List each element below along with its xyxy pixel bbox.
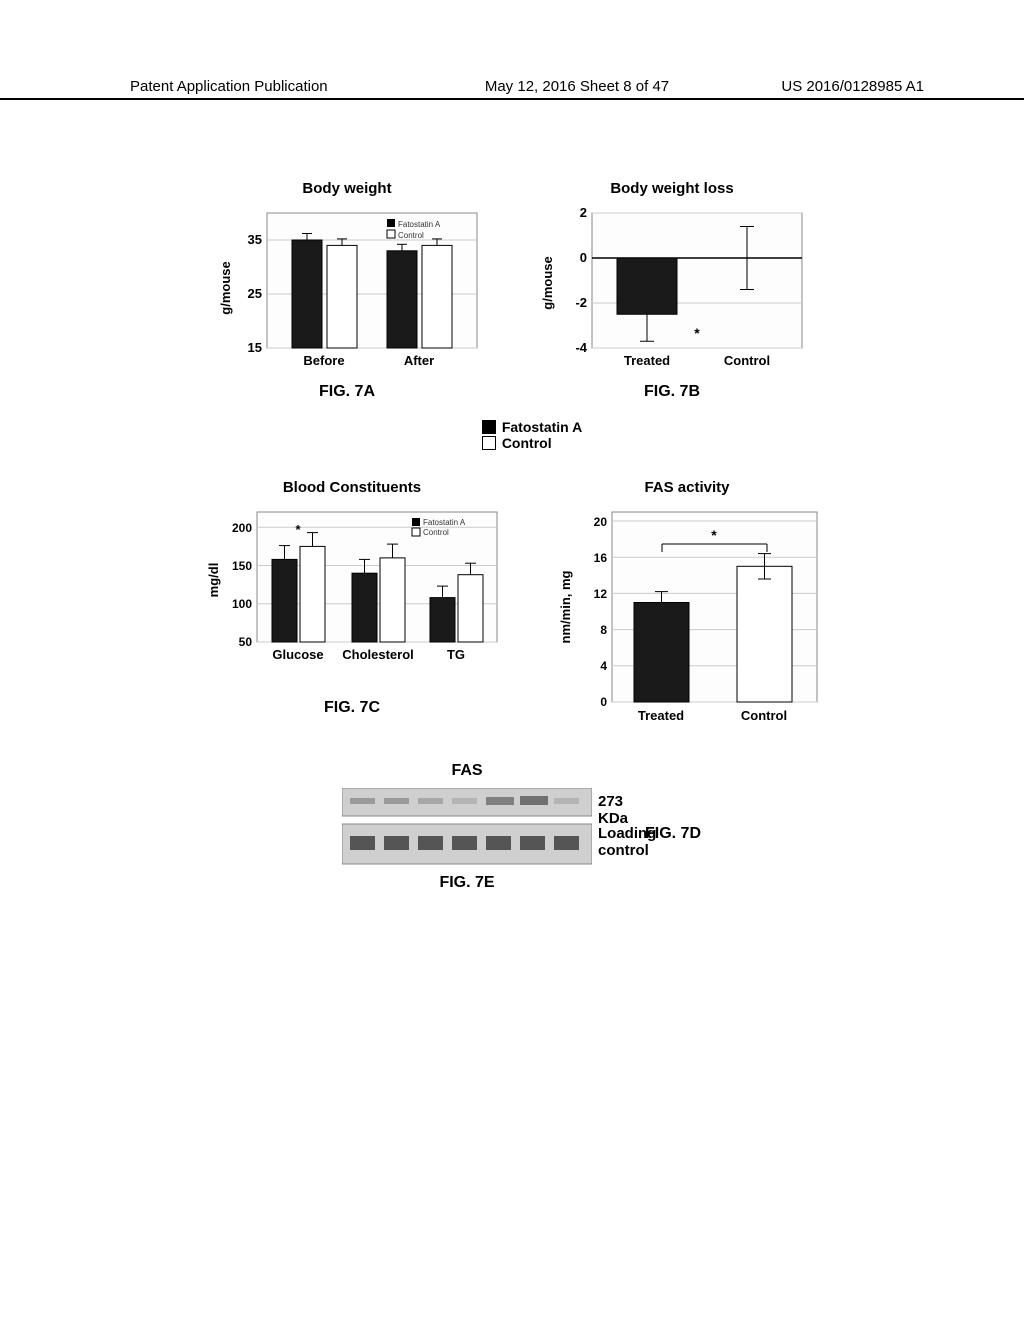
legend-treated-label: Fatostatin A (502, 419, 582, 435)
legend-control-label: Control (502, 435, 552, 451)
svg-text:-4: -4 (575, 340, 587, 355)
svg-text:*: * (694, 325, 700, 341)
fig7e-label-273kda: 273 KDa (598, 794, 628, 827)
fig7d-title: FAS activity (644, 479, 729, 496)
fig7b-svg: 2 0 -2 -4 g/mouse * (532, 203, 812, 373)
svg-text:Control: Control (724, 353, 770, 368)
fig7d-block: FAS activity 0 4 8 12 16 20 nm/mi (552, 479, 822, 732)
svg-text:15: 15 (248, 340, 262, 355)
svg-text:150: 150 (232, 559, 252, 573)
svg-text:Before: Before (303, 353, 344, 368)
fig7a-title: Body weight (302, 180, 391, 197)
svg-text:0: 0 (600, 695, 607, 709)
header-right: US 2016/0128985 A1 (781, 78, 924, 95)
svg-text:-2: -2 (575, 295, 587, 310)
row-7a-7b: Body weight 15 25 35 g/mouse Fatostatin … (0, 180, 1024, 401)
svg-text:After: After (404, 353, 434, 368)
fig7e-title: FAS (451, 762, 482, 780)
legend-square-open-icon (482, 436, 496, 450)
fig7a-block: Body weight 15 25 35 g/mouse Fatostatin … (212, 180, 482, 401)
svg-text:0: 0 (580, 250, 587, 265)
header-left: Patent Application Publication (130, 78, 328, 95)
fig7d-svg: 0 4 8 12 16 20 nm/min, mg * (552, 502, 822, 732)
svg-text:8: 8 (600, 623, 607, 637)
svg-text:Fatostatin A: Fatostatin A (398, 220, 441, 229)
svg-text:nm/min, mg: nm/min, mg (558, 570, 573, 643)
svg-text:mg/dl: mg/dl (206, 563, 221, 598)
svg-text:Control: Control (423, 528, 449, 537)
legend-control: Control (482, 435, 552, 451)
svg-text:16: 16 (594, 551, 608, 565)
fig7e-svg (342, 788, 592, 868)
fig7a-svg: 15 25 35 g/mouse Fatostatin A Control (212, 203, 482, 373)
svg-text:2: 2 (580, 205, 587, 220)
svg-text:100: 100 (232, 597, 252, 611)
shared-legend: Fatostatin A Control (442, 419, 582, 451)
svg-text:Fatostatin A: Fatostatin A (423, 518, 466, 527)
fig7c-block: Blood Constituents 50 100 150 200 mg/dl … (202, 479, 502, 717)
svg-text:Control: Control (398, 231, 424, 240)
svg-text:Glucose: Glucose (272, 647, 323, 662)
svg-text:Treated: Treated (638, 708, 684, 723)
svg-text:200: 200 (232, 521, 252, 535)
page-header: Patent Application Publication May 12, 2… (0, 78, 1024, 100)
svg-text:35: 35 (248, 232, 262, 247)
fig7c-caption: FIG. 7C (324, 699, 380, 717)
svg-text:12: 12 (594, 587, 608, 601)
page: Patent Application Publication May 12, 2… (0, 0, 1024, 1320)
gel-container: 273 KDa Loading control (342, 788, 592, 868)
svg-text:Treated: Treated (624, 353, 670, 368)
fig7b-caption: FIG. 7B (644, 383, 700, 401)
legend-square-filled-icon (482, 420, 496, 434)
fig7b-title: Body weight loss (610, 180, 733, 197)
svg-text:g/mouse: g/mouse (218, 261, 233, 314)
fig7e-label-loading: Loading control (598, 826, 688, 859)
fig7a-caption: FIG. 7A (319, 383, 375, 401)
svg-text:4: 4 (600, 659, 607, 673)
header-center: May 12, 2016 Sheet 8 of 47 (485, 78, 669, 95)
fig7c-svg: 50 100 150 200 mg/dl Fatostatin A Contro… (202, 502, 502, 677)
svg-text:Cholesterol: Cholesterol (342, 647, 414, 662)
fig7c-title: Blood Constituents (283, 479, 421, 496)
svg-text:TG: TG (447, 647, 465, 662)
fig7e-caption: FIG. 7E (439, 874, 494, 892)
legend-treated: Fatostatin A (482, 419, 582, 435)
fig7b-block: Body weight loss 2 0 -2 -4 g/mouse (532, 180, 812, 401)
svg-text:25: 25 (248, 286, 262, 301)
row-7c-7d: Blood Constituents 50 100 150 200 mg/dl … (0, 479, 1024, 732)
svg-text:Control: Control (741, 708, 787, 723)
svg-text:g/mouse: g/mouse (540, 256, 555, 309)
fig7e-block: FAS (0, 762, 1024, 892)
svg-text:*: * (711, 527, 717, 543)
content-area: Body weight 15 25 35 g/mouse Fatostatin … (0, 180, 1024, 1320)
svg-text:50: 50 (239, 635, 253, 649)
svg-text:20: 20 (594, 515, 608, 529)
